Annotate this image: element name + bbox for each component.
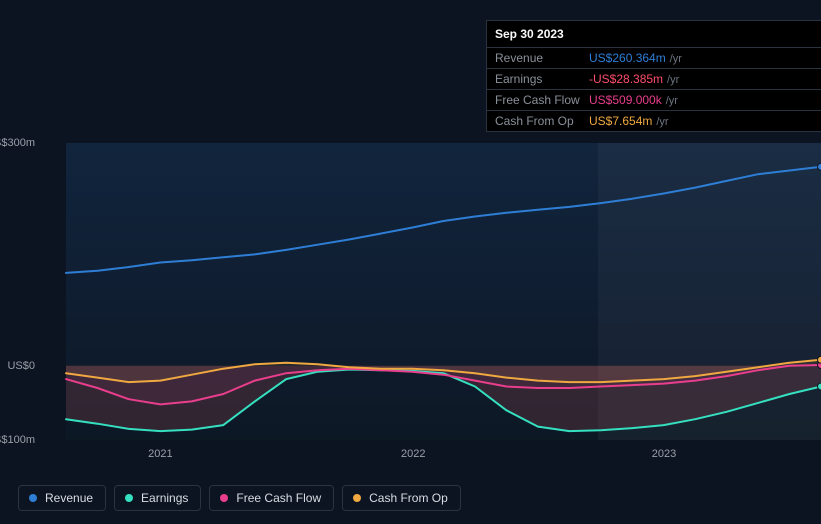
- tooltip-rows: RevenueUS$260.364m/yrEarnings-US$28.385m…: [487, 48, 821, 131]
- legend: Revenue Earnings Free Cash Flow Cash From O…: [18, 485, 461, 511]
- legend-item[interactable]: Earnings: [114, 485, 201, 511]
- tooltip-row-label: Earnings: [495, 72, 589, 86]
- tooltip-row-value: US$7.654m: [589, 114, 652, 128]
- legend-label: Free Cash Flow: [236, 491, 321, 505]
- tooltip-row-unit: /yr: [666, 95, 678, 107]
- legend-dot-icon: [29, 494, 37, 502]
- x-axis-tick: 2023: [652, 448, 676, 460]
- tooltip-row-unit: /yr: [656, 116, 668, 128]
- y-axis-tick: US$0: [7, 360, 35, 372]
- x-axis-tick: 2022: [401, 448, 425, 460]
- tooltip-row-unit: /yr: [670, 53, 682, 65]
- tooltip-row: Cash From OpUS$7.654m/yr: [487, 111, 821, 131]
- tooltip-row-label: Free Cash Flow: [495, 93, 589, 107]
- chart-tooltip: Sep 30 2023 RevenueUS$260.364m/yrEarning…: [486, 20, 821, 132]
- legend-label: Revenue: [45, 491, 93, 505]
- legend-item[interactable]: Revenue: [18, 485, 106, 511]
- tooltip-row: Free Cash FlowUS$509.000k/yr: [487, 90, 821, 111]
- series-end-marker-revenue: [818, 163, 821, 170]
- tooltip-date: Sep 30 2023: [487, 21, 821, 48]
- tooltip-row: Earnings-US$28.385m/yr: [487, 69, 821, 90]
- legend-label: Cash From Op: [369, 491, 448, 505]
- chart-svg: [66, 143, 821, 440]
- legend-item[interactable]: Free Cash Flow: [209, 485, 334, 511]
- legend-dot-icon: [220, 494, 228, 502]
- tooltip-row-label: Revenue: [495, 51, 589, 65]
- tooltip-row-value: US$509.000k: [589, 93, 662, 107]
- tooltip-row-label: Cash From Op: [495, 114, 589, 128]
- legend-item[interactable]: Cash From Op: [342, 485, 461, 511]
- y-axis-tick: -US$100m: [0, 434, 35, 446]
- legend-dot-icon: [125, 494, 133, 502]
- x-axis-tick: 2021: [148, 448, 172, 460]
- legend-label: Earnings: [141, 491, 188, 505]
- chart-container: Sep 30 2023 RevenueUS$260.364m/yrEarning…: [18, 0, 803, 460]
- tooltip-row-unit: /yr: [667, 74, 679, 86]
- series-end-marker-cashop: [818, 356, 821, 363]
- tooltip-row-value: -US$28.385m: [589, 72, 663, 86]
- series-line-revenue: [66, 167, 821, 273]
- chart-plot-area[interactable]: [66, 143, 821, 440]
- tooltip-row: RevenueUS$260.364m/yr: [487, 48, 821, 69]
- tooltip-row-value: US$260.364m: [589, 51, 666, 65]
- y-axis-tick: US$300m: [0, 137, 35, 149]
- series-end-marker-earnings: [818, 383, 821, 390]
- legend-dot-icon: [353, 494, 361, 502]
